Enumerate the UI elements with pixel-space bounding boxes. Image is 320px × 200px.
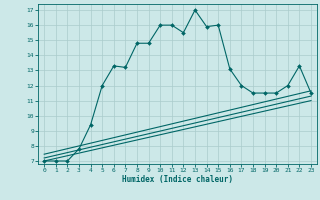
X-axis label: Humidex (Indice chaleur): Humidex (Indice chaleur) [122, 175, 233, 184]
